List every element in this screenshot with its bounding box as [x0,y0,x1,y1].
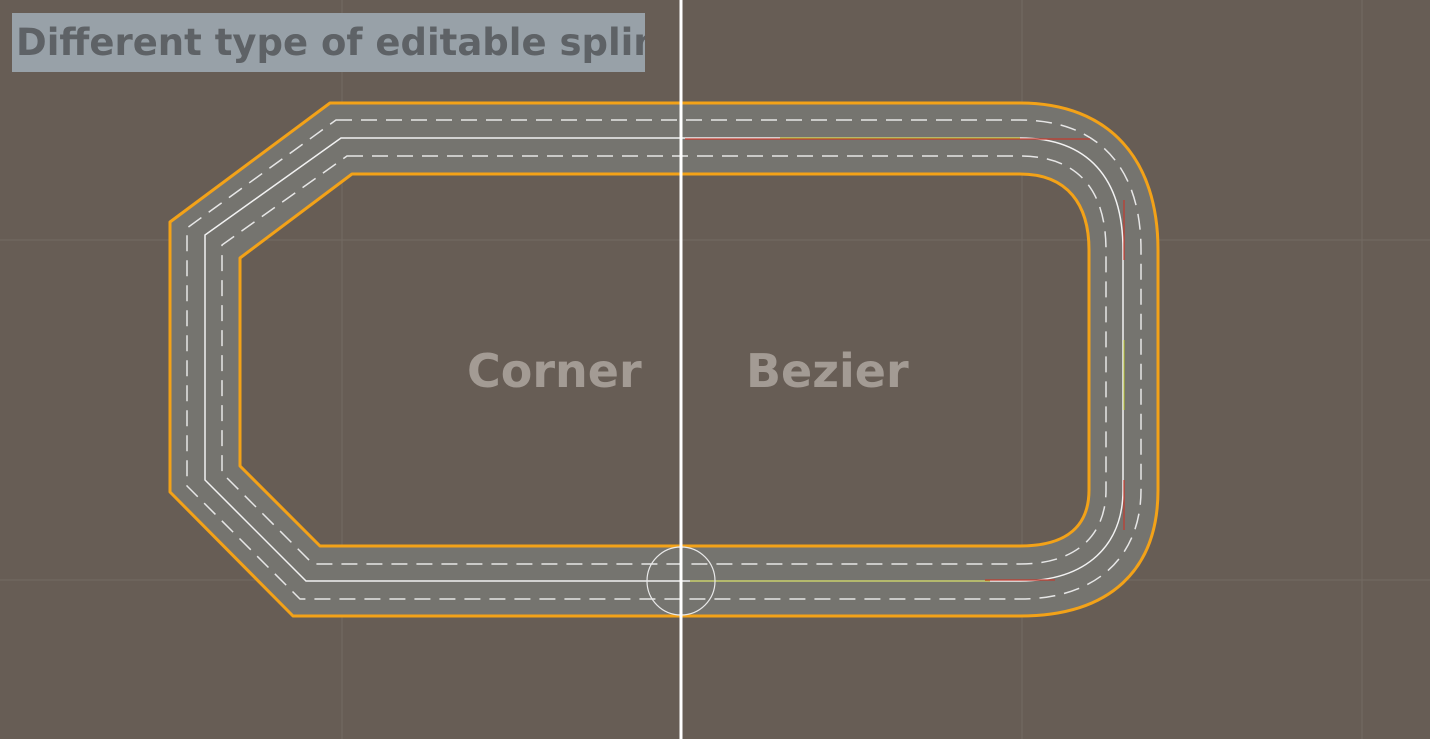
caption-banner: Different type of editable spline [12,13,645,72]
bezier-label: Bezier [746,344,909,398]
lane-marking-inner [221,155,1107,565]
lane-marking-outer [186,119,1142,600]
bezier-handles[interactable] [685,137,1125,582]
road-spline[interactable] [168,101,1160,618]
lane-marking-center [204,137,1124,582]
road-surface[interactable] [168,101,1160,618]
corner-label: Corner [467,344,642,398]
